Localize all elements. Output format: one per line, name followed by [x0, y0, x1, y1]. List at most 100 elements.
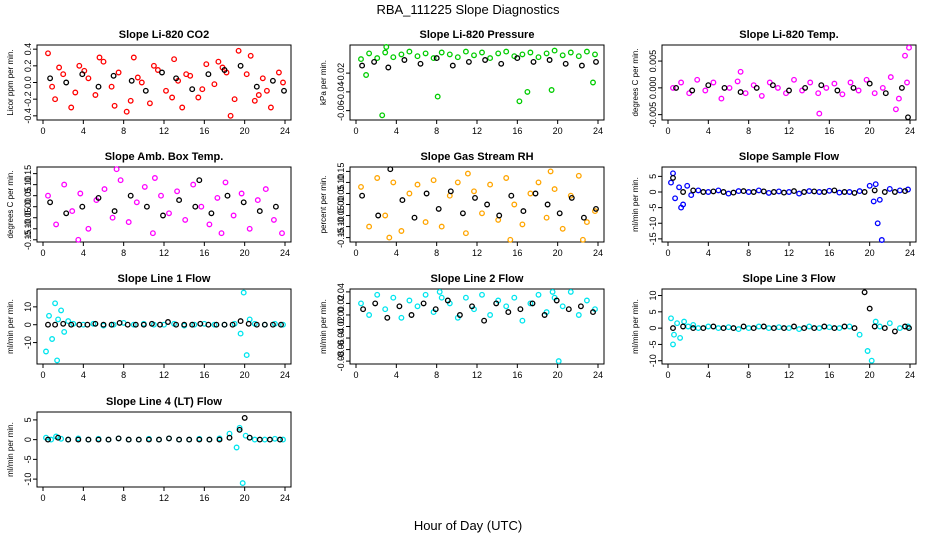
x-tick-label: 20 — [553, 248, 563, 258]
reference-point — [866, 80, 873, 87]
chart-panel: Slope Sample Flow 0 4 8 12 16 20 24 -15 -10 -5 0 5 ml… — [631, 151, 917, 258]
data-point — [52, 300, 59, 307]
data-point — [199, 86, 206, 93]
reference-point — [189, 86, 196, 93]
reference-point — [100, 321, 107, 328]
data-point — [366, 50, 373, 57]
reference-point — [432, 306, 439, 313]
reference-point — [52, 321, 59, 328]
data-point — [856, 188, 863, 195]
reference-point — [269, 321, 276, 328]
data-point — [158, 192, 164, 199]
reference-point — [811, 188, 818, 195]
reference-point — [578, 62, 585, 69]
x-tick-label: 20 — [553, 126, 563, 136]
reference-point — [670, 174, 676, 181]
panel-title: Slope Amb. Box Temp. — [105, 151, 224, 163]
data-point — [519, 221, 526, 228]
reference-point — [63, 210, 70, 217]
x-tick-label: 20 — [240, 370, 250, 380]
reference-point — [105, 436, 112, 443]
reference-point — [562, 60, 569, 67]
y-axis-label: ml/min per min. — [631, 299, 640, 354]
reference-point — [128, 77, 135, 84]
reference-point — [556, 210, 563, 217]
x-tick-label: 0 — [665, 248, 670, 258]
plot-frame — [349, 44, 605, 121]
x-tick-label: 8 — [121, 126, 126, 136]
data-point — [583, 219, 590, 226]
reference-point — [173, 321, 180, 328]
data-point — [55, 316, 62, 323]
reference-point — [205, 71, 212, 78]
reference-point — [680, 189, 687, 195]
data-point — [543, 214, 550, 221]
data-point — [868, 357, 875, 364]
data-point — [203, 61, 210, 68]
reference-point — [63, 79, 70, 86]
data-point — [674, 320, 681, 327]
reference-point — [508, 192, 515, 199]
panel-title: Slope Li-820 Pressure — [420, 29, 535, 41]
data-point — [710, 79, 717, 86]
x-tick-label: 20 — [865, 126, 875, 136]
reference-point — [272, 203, 279, 210]
data-point — [718, 95, 725, 102]
reference-point — [786, 87, 792, 94]
x-tick-label: 0 — [665, 126, 670, 136]
data-point — [454, 54, 461, 61]
reference-point — [181, 321, 188, 328]
reference-point — [433, 55, 440, 62]
data-point — [816, 189, 823, 195]
reference-point — [851, 325, 858, 332]
panel-title: Slope Line 4 (LT) Flow — [106, 396, 222, 408]
data-point — [559, 225, 566, 232]
data-point — [507, 236, 514, 243]
y-tick-label: -0.06 — [336, 339, 346, 360]
y-axis-label: ml/min per min. — [631, 177, 640, 232]
data-point — [150, 62, 157, 69]
reference-point — [831, 187, 838, 194]
x-tick-label: 4 — [394, 126, 399, 136]
reference-point — [186, 436, 193, 443]
reference-point — [449, 62, 456, 69]
reference-point — [206, 436, 213, 443]
reference-point — [173, 75, 180, 82]
data-point — [886, 320, 893, 327]
data-point — [261, 436, 268, 443]
data-point — [737, 68, 744, 75]
x-tick-label: 24 — [593, 248, 603, 258]
reference-point — [85, 436, 92, 443]
data-point — [191, 321, 198, 328]
y-tick-label: 10 — [648, 291, 658, 301]
reference-point — [481, 317, 488, 324]
reference-point — [253, 321, 260, 328]
data-point — [775, 188, 782, 195]
x-tick-label: 0 — [40, 493, 45, 503]
data-point — [358, 56, 364, 63]
reference-point — [375, 212, 382, 219]
data-point — [575, 172, 582, 179]
data-point — [123, 108, 130, 115]
reference-point — [157, 321, 163, 328]
reference-point — [236, 426, 243, 433]
data-point — [464, 170, 471, 177]
y-tick-label: -0.02 — [336, 316, 346, 337]
reference-point — [196, 177, 203, 184]
data-point — [535, 179, 542, 186]
data-point — [374, 175, 381, 181]
data-point — [237, 330, 244, 337]
y-axis-label: kPa per min. — [319, 60, 328, 105]
y-tick-label: 5 — [23, 417, 33, 422]
panel-title: Slope Line 3 Flow — [743, 273, 836, 285]
data-point — [462, 294, 469, 301]
data-point — [726, 84, 733, 91]
data-point — [49, 336, 56, 342]
panel-title: Slope Li-820 Temp. — [739, 29, 838, 41]
x-tick-label: 16 — [512, 370, 522, 380]
data-point — [171, 56, 178, 63]
y-tick-label: -0.4 — [23, 108, 33, 124]
reference-point — [360, 306, 367, 313]
x-tick-label: 4 — [394, 370, 399, 380]
